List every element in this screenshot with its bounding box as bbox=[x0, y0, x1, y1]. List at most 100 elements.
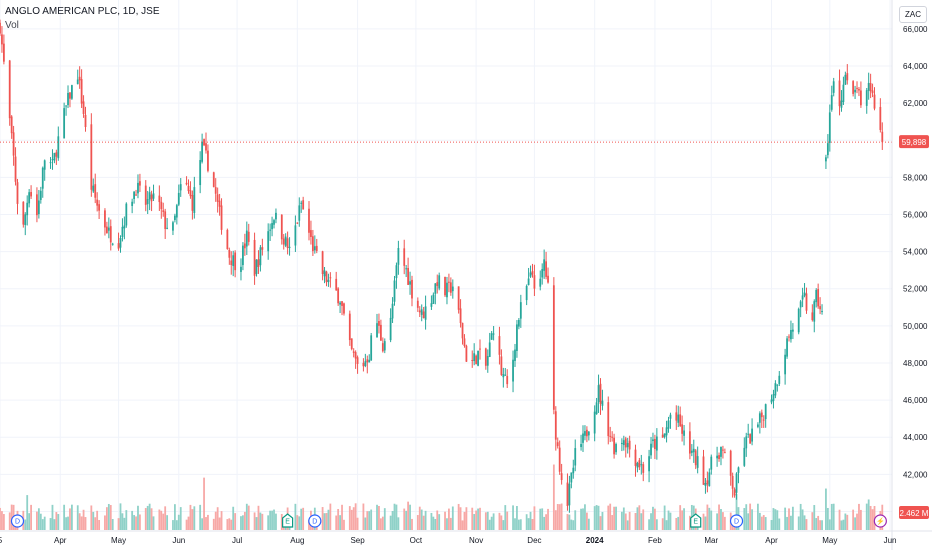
volume-bar bbox=[704, 516, 707, 530]
volume-bar bbox=[395, 504, 398, 530]
candle-body bbox=[407, 267, 410, 285]
candle-body bbox=[702, 456, 705, 485]
volume-bar bbox=[411, 518, 413, 530]
candle-body bbox=[784, 354, 787, 375]
candle-body bbox=[84, 114, 87, 128]
candle-body bbox=[593, 411, 596, 434]
volume-bar bbox=[416, 515, 419, 530]
volume-bar bbox=[710, 510, 713, 530]
volume-bar bbox=[179, 507, 182, 530]
candle-body bbox=[584, 431, 586, 436]
candle-body bbox=[28, 192, 31, 204]
candle-body bbox=[370, 335, 373, 361]
volume-bar bbox=[78, 513, 81, 530]
volume-bar bbox=[370, 509, 373, 530]
volume-bar bbox=[105, 507, 108, 530]
candle-body bbox=[189, 190, 192, 197]
volume-bar bbox=[545, 514, 547, 530]
volume-bar bbox=[615, 506, 617, 530]
volume-bar bbox=[815, 518, 818, 530]
volume-bar bbox=[760, 516, 763, 530]
candle-body bbox=[193, 187, 196, 213]
volume-bar bbox=[790, 515, 792, 530]
candle-body bbox=[786, 338, 788, 357]
candle-body bbox=[368, 359, 371, 363]
volume-bar bbox=[148, 503, 151, 530]
candle-body bbox=[475, 355, 478, 365]
volume-bar bbox=[448, 508, 450, 530]
y-tick-label: 52,000 bbox=[903, 285, 928, 294]
candle-body bbox=[216, 194, 219, 202]
volume-bar bbox=[90, 505, 93, 530]
volume-bar bbox=[257, 505, 260, 530]
x-tick-label: Apr bbox=[54, 536, 67, 545]
candle-body bbox=[572, 467, 575, 474]
volume-bar bbox=[350, 509, 353, 530]
currency-button[interactable]: ZAC bbox=[899, 6, 927, 23]
candle-body bbox=[566, 482, 569, 506]
time-axis[interactable]: Apr May Jun Jul Aug Sep Oct Nov Dec 2024 Feb Mar Apr… bbox=[0, 536, 897, 545]
volume-bar bbox=[607, 505, 610, 530]
volume-bar bbox=[177, 514, 180, 530]
y-tick-label: 44,000 bbox=[903, 433, 928, 442]
price-candles bbox=[0, 19, 884, 513]
volume-bar bbox=[253, 512, 256, 530]
volume-bar bbox=[825, 488, 827, 530]
volume-bar bbox=[10, 504, 13, 530]
volume-bar bbox=[743, 508, 746, 530]
candle-body bbox=[642, 464, 645, 473]
candle-body bbox=[525, 285, 528, 301]
volume-bar bbox=[599, 516, 602, 530]
candle-body bbox=[438, 275, 441, 289]
candle-body bbox=[240, 266, 242, 272]
candle-body bbox=[228, 249, 231, 258]
candle-body bbox=[620, 442, 623, 444]
candle-body bbox=[41, 167, 44, 189]
volume-bar bbox=[722, 512, 724, 530]
volume-bar bbox=[735, 494, 738, 530]
volume-bar bbox=[220, 511, 223, 530]
volume-bar bbox=[858, 503, 860, 530]
candle-body bbox=[580, 444, 582, 448]
candle-body bbox=[150, 194, 153, 202]
candle-body bbox=[650, 443, 652, 456]
candle-body bbox=[879, 106, 882, 130]
candle-body bbox=[791, 329, 794, 332]
candle-body bbox=[463, 338, 466, 347]
candle-body bbox=[144, 185, 147, 205]
volume-bar bbox=[160, 510, 163, 530]
candle-body bbox=[107, 227, 110, 231]
volume-bar bbox=[774, 509, 777, 530]
volume-bar bbox=[622, 507, 625, 530]
y-tick-label: 56,000 bbox=[903, 210, 928, 219]
candle-body bbox=[226, 229, 229, 250]
volume-bar bbox=[230, 519, 233, 530]
volume-bar bbox=[584, 504, 586, 530]
chart-title: ANGLO AMERICAN PLC, 1D, JSE bbox=[5, 6, 160, 17]
candle-body bbox=[119, 237, 122, 248]
candle-body bbox=[37, 200, 40, 215]
volume-bar bbox=[663, 505, 666, 530]
volume-bar bbox=[424, 510, 427, 530]
volume-bar bbox=[871, 509, 874, 530]
volume-bar bbox=[477, 508, 479, 530]
volume-bar bbox=[819, 520, 821, 530]
candle-body bbox=[411, 279, 413, 299]
volume-bar bbox=[817, 515, 820, 530]
candle-body bbox=[69, 92, 71, 99]
volume-bar bbox=[24, 519, 27, 530]
candle-body bbox=[854, 89, 856, 93]
x-tick-label: May bbox=[822, 536, 837, 545]
volume-bar bbox=[205, 517, 207, 530]
event-markers[interactable]: D E D E D ⚡ bbox=[10, 513, 887, 528]
candle-body bbox=[341, 301, 343, 306]
candle-body bbox=[311, 236, 314, 252]
volume-bar bbox=[339, 515, 341, 530]
event-glyph: D bbox=[312, 519, 317, 526]
volume-bar bbox=[778, 518, 781, 530]
volume-bar bbox=[302, 507, 305, 530]
candle-body bbox=[261, 247, 264, 250]
volume-bar bbox=[611, 515, 614, 530]
